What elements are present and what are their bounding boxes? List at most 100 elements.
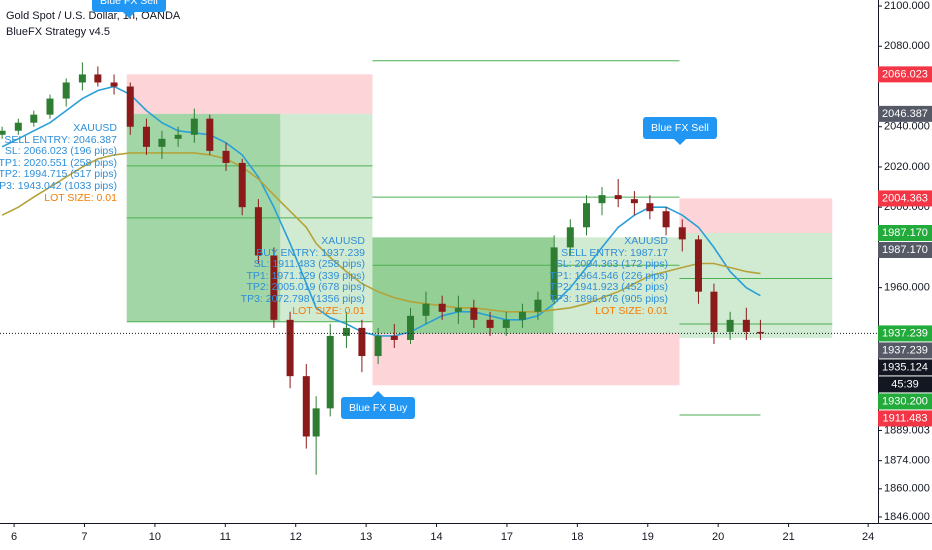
price-tag-label: 1937.239 — [882, 344, 928, 356]
trade-zone — [679, 232, 833, 338]
candle-body — [486, 319, 494, 328]
trade-zone — [126, 74, 373, 114]
info-line: TP3: 2072.798 (1356 pips) — [240, 292, 365, 305]
candle-body — [438, 303, 446, 312]
info-line: TP1: 2020.551 (258 pips) — [0, 156, 117, 169]
candle-body — [286, 319, 294, 377]
y-tick-label: 2040.000 — [884, 121, 930, 133]
candle-body — [126, 86, 134, 127]
info-line: TP2: 2005.019 (678 pips) — [246, 281, 366, 294]
candle-body — [662, 211, 670, 228]
x-tick-label: 13 — [360, 531, 372, 543]
price-tag — [878, 325, 932, 342]
candle-body — [390, 335, 398, 340]
y-tick-label: 1889.003 — [884, 424, 930, 436]
price-tag-label: 1987.170 — [882, 227, 928, 239]
price-tag-label: 2046.387 — [882, 108, 928, 120]
candle-body — [614, 195, 622, 200]
price-tag-label: 2066.023 — [882, 68, 928, 80]
moving-average — [1, 152, 761, 313]
info-line: LOT SIZE: 0.01 — [44, 191, 117, 204]
candle-body — [78, 74, 86, 83]
candle-body — [502, 319, 510, 328]
candle-body — [358, 327, 366, 357]
price-tag — [878, 359, 932, 376]
info-line: XAUUSD — [73, 122, 117, 134]
info-line: LOT SIZE: 0.01 — [595, 304, 668, 317]
candle-body — [518, 311, 526, 320]
price-tag-label: 1987.170 — [882, 244, 928, 256]
y-tick-label: 1846.000 — [884, 511, 930, 523]
candle-body — [342, 327, 350, 336]
candle-body — [583, 203, 591, 228]
candle-body — [94, 74, 102, 83]
x-tick-label: 24 — [862, 531, 874, 543]
candle-body — [0, 130, 6, 135]
price-tag — [878, 66, 932, 83]
trade-zone — [679, 198, 833, 233]
signal-info: XAUUSD BUY ENTRY: 1937.239 SL: 1911.483 … — [240, 235, 366, 317]
candle-body — [630, 199, 638, 204]
price-tag — [878, 224, 932, 241]
info-line: SELL ENTRY: 1987.17 — [561, 246, 668, 259]
y-tick-label: 1960.000 — [884, 282, 930, 294]
info-line: SELL ENTRY: 2046.387 — [4, 133, 117, 146]
candle-body — [406, 315, 414, 340]
candle-body — [62, 82, 70, 99]
candle-body — [30, 114, 38, 123]
candle-body — [374, 335, 382, 357]
signal-info: XAUUSD SELL ENTRY: 1987.17 SL: 2004.363 … — [549, 235, 669, 317]
price-tag — [878, 376, 932, 393]
sell-signal[interactable]: Blue FX Sell — [643, 117, 717, 145]
y-tick-label: 2100.000 — [884, 0, 930, 12]
candle-body — [190, 118, 198, 135]
info-line: TP1: 1971.129 (339 pips) — [246, 269, 366, 282]
chart-title: Gold Spot / U.S. Dollar, 1h, OANDA — [6, 10, 181, 22]
candle-body — [726, 319, 734, 332]
price-tags: 2066.023 2046.387 2004.363 1987.170 1987.170… — [878, 66, 932, 427]
x-tick-label: 17 — [501, 531, 513, 543]
candle-body — [158, 138, 166, 147]
candle-body — [302, 376, 310, 437]
candle-body — [142, 126, 150, 147]
price-tag — [878, 105, 932, 122]
x-tick-label: 7 — [81, 531, 87, 543]
info-line: TP2: 1941.923 (452 pips) — [549, 281, 669, 294]
candle-body — [710, 291, 718, 332]
zones — [126, 74, 833, 386]
candle-body — [678, 227, 686, 240]
info-line: LOT SIZE: 0.01 — [292, 304, 365, 317]
info-line: TP3: 1896.676 (905 pips) — [549, 292, 669, 305]
price-tag-label: 1935.124 — [882, 361, 928, 373]
candle-body — [222, 150, 230, 163]
info-line: TP1: 1964.546 (226 pips) — [549, 269, 669, 282]
price-tag-label: 1937.239 — [882, 327, 928, 339]
price-tag — [878, 190, 932, 207]
info-line: BUY ENTRY: 1937.239 — [256, 246, 365, 259]
candle-body — [254, 207, 262, 256]
candle-body — [238, 162, 246, 208]
candle-body — [14, 122, 22, 131]
trade-zone — [553, 237, 680, 334]
chart-subtitle: BlueFX Strategy v4.5 — [6, 26, 110, 38]
x-tick-label: 6 — [11, 531, 17, 543]
candle-body — [46, 98, 54, 115]
x-tick-label: 18 — [571, 531, 583, 543]
candle-body — [312, 408, 320, 437]
x-tick-label: 11 — [220, 531, 231, 543]
x-tick-label: 14 — [430, 531, 442, 543]
info-line: XAUUSD — [321, 235, 365, 247]
buy-signal[interactable]: Blue FX Buy — [341, 391, 416, 419]
price-tag — [878, 410, 932, 427]
sell-signal[interactable]: Blue FX Sell — [92, 0, 166, 18]
x-tick-label: 19 — [642, 531, 654, 543]
candle-body — [422, 303, 430, 316]
candle-body — [470, 307, 478, 320]
price-tag-label: 1930.200 — [882, 395, 928, 407]
info-line: TP3: 1943.042 (1033 pips) — [0, 179, 117, 192]
price-tag — [878, 241, 932, 258]
candle-body — [646, 203, 654, 212]
info-line: SL: 2004.363 (172 pips) — [555, 258, 668, 271]
